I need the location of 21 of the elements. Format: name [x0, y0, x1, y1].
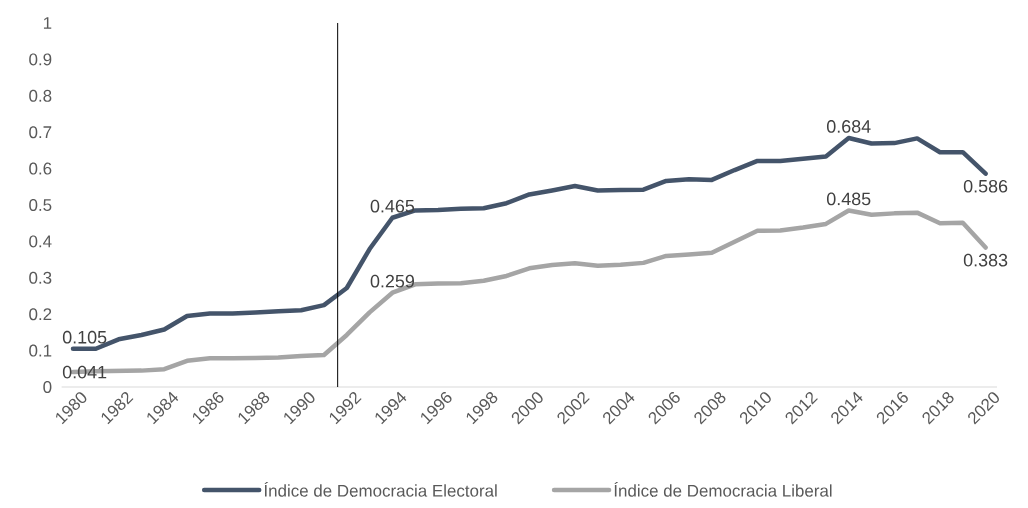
y-tick-label: 0.6 [29, 162, 52, 175]
y-tick-label: 0.3 [29, 271, 52, 284]
data-label: 0.485 [826, 192, 871, 206]
y-tick-label: 0.7 [29, 126, 52, 139]
y-tick-label: 0.2 [29, 308, 52, 321]
data-label: 0.684 [826, 120, 871, 133]
data-label: 0.586 [963, 179, 1008, 193]
y-tick-label: 0.5 [29, 199, 52, 211]
y-tick-label: 0 [43, 381, 52, 393]
y-tick-label: 0.4 [29, 235, 52, 248]
y-tick-label: 0.8 [29, 89, 52, 102]
legend-label: Índice de Democracia Electoral [264, 481, 497, 497]
data-label: 0.465 [370, 199, 415, 213]
legend-label: Índice de Democracia Liberal [614, 481, 832, 497]
data-label: 0.041 [62, 365, 107, 379]
y-tick-label: 1 [43, 17, 52, 29]
data-label: 0.383 [963, 253, 1008, 267]
data-label: 0.259 [370, 274, 414, 288]
y-tick-label: 0.1 [29, 344, 52, 357]
data-label: 0.105 [62, 330, 107, 344]
y-tick-label: 0.9 [29, 53, 52, 66]
